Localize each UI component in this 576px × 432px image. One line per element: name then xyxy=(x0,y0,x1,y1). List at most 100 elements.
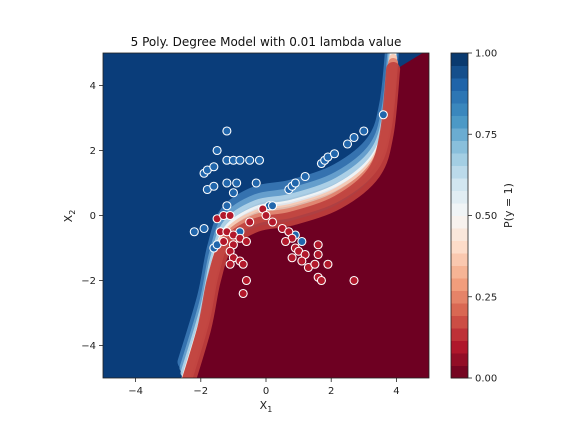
colorbar-band xyxy=(451,65,468,79)
point-class-0 xyxy=(225,210,235,221)
x-axis-ticks: −4 −2 0 2 4 xyxy=(128,378,400,397)
x-tick-label: −2 xyxy=(193,386,208,397)
colorbar-band xyxy=(451,290,468,304)
point-class-1 xyxy=(245,155,255,165)
colorbar-band xyxy=(451,53,468,66)
point-class-1 xyxy=(290,178,300,188)
colorbar-label: P(y = 1) xyxy=(502,183,515,228)
colorbar-tick-label: 0.50 xyxy=(475,211,497,222)
x-axis-label-main: X xyxy=(260,399,268,412)
point-class-1 xyxy=(297,236,307,247)
colorbar-band xyxy=(451,365,468,379)
point-class-0 xyxy=(238,259,248,269)
point-class-1 xyxy=(254,155,265,165)
colorbar-band xyxy=(451,78,468,91)
point-class-0 xyxy=(241,275,251,286)
point-class-1 xyxy=(359,126,369,136)
point-class-1 xyxy=(232,178,242,188)
colorbar-tick-label: 1.00 xyxy=(475,49,497,60)
point-class-0 xyxy=(310,259,320,269)
y-axis-label: X2 xyxy=(62,210,77,223)
data-points xyxy=(189,110,388,299)
colorbar-ticks: 0.00 0.25 0.50 0.75 1.00 xyxy=(468,49,497,385)
point-class-0 xyxy=(261,210,271,221)
point-class-1 xyxy=(228,188,238,198)
point-class-0 xyxy=(313,249,323,260)
point-class-0 xyxy=(225,259,235,269)
point-class-1 xyxy=(342,139,353,149)
y-axis-label-main: X xyxy=(62,214,75,222)
point-class-1 xyxy=(251,178,261,188)
point-class-0 xyxy=(349,275,359,286)
point-class-1 xyxy=(222,126,232,136)
point-class-0 xyxy=(241,236,251,247)
point-class-0 xyxy=(219,236,229,247)
point-class-0 xyxy=(297,256,307,266)
y-tick-label: −4 xyxy=(81,341,96,352)
y-axis-label-sub: 2 xyxy=(68,210,77,215)
x-axis-label: X1 xyxy=(260,399,273,414)
point-class-0 xyxy=(281,236,291,247)
y-tick-label: 4 xyxy=(90,81,96,92)
colorbar-band xyxy=(451,103,468,116)
point-class-0 xyxy=(245,217,255,227)
decision-boundary-bands xyxy=(177,53,401,378)
point-class-1 xyxy=(267,201,278,211)
colorbar-band xyxy=(451,315,468,329)
colorbar-band xyxy=(451,178,468,191)
colorbar-tick-label: 0.25 xyxy=(475,292,497,303)
colorbar-band xyxy=(451,140,468,154)
colorbar-band xyxy=(451,215,468,229)
colorbar-band xyxy=(451,340,468,354)
x-tick-label: −4 xyxy=(128,386,143,397)
colorbar-band xyxy=(451,203,468,216)
y-tick-label: 2 xyxy=(90,146,96,157)
colorbar-band xyxy=(451,190,468,204)
colorbar-band xyxy=(451,303,468,316)
point-class-0 xyxy=(238,288,248,299)
x-tick-label: 0 xyxy=(263,386,269,397)
x-axis-label-sub: 1 xyxy=(267,405,272,414)
point-class-1 xyxy=(222,201,232,211)
point-class-1 xyxy=(189,227,199,237)
colorbar-band xyxy=(451,90,468,104)
colorbar-band xyxy=(451,353,468,366)
point-class-1 xyxy=(212,145,222,156)
point-class-0 xyxy=(323,259,333,269)
point-class-1 xyxy=(329,149,340,159)
colorbar-band xyxy=(451,253,468,266)
point-class-1 xyxy=(378,110,388,120)
point-class-1 xyxy=(222,178,232,188)
point-class-1 xyxy=(209,162,219,172)
point-class-1 xyxy=(209,181,219,191)
point-class-1 xyxy=(235,155,245,165)
colorbar-band xyxy=(451,265,468,279)
point-class-1 xyxy=(300,171,310,182)
point-class-0 xyxy=(287,253,297,263)
colorbar-band xyxy=(451,240,468,254)
y-axis-ticks: −4 −2 0 2 4 xyxy=(81,81,103,352)
colorbar-band xyxy=(451,115,468,129)
chart-title: 5 Poly. Degree Model with 0.01 lambda va… xyxy=(131,35,402,49)
point-class-0 xyxy=(267,217,278,227)
y-tick-label: 0 xyxy=(90,211,96,222)
colorbar-band xyxy=(451,228,468,241)
colorbar: 0.00 0.25 0.50 0.75 1.00 P(y = 1) xyxy=(450,49,515,385)
colorbar-band xyxy=(451,278,468,291)
colorbar-band xyxy=(451,153,468,166)
point-class-1 xyxy=(199,223,209,234)
x-tick-label: 2 xyxy=(328,386,334,397)
colorbar-band xyxy=(451,128,468,141)
colorbar-band xyxy=(451,328,468,341)
point-class-1 xyxy=(349,132,359,143)
x-tick-label: 4 xyxy=(393,386,399,397)
point-class-0 xyxy=(313,240,323,250)
colorbar-bands xyxy=(451,53,468,379)
y-tick-label: −2 xyxy=(81,276,96,287)
point-class-0 xyxy=(316,275,326,286)
colorbar-band xyxy=(451,165,468,179)
colorbar-tick-label: 0.75 xyxy=(475,130,497,141)
colorbar-tick-label: 0.00 xyxy=(475,374,497,385)
plot-area xyxy=(103,53,429,378)
